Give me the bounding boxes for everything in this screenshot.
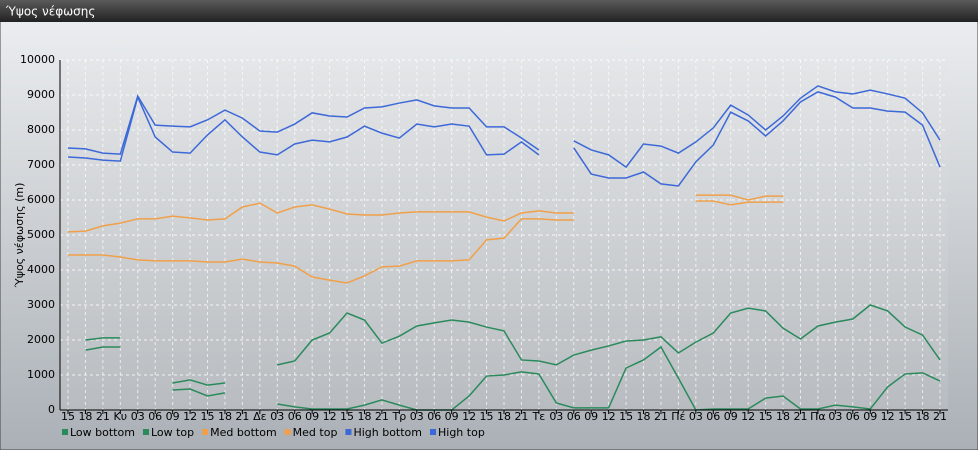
legend-label: Med top [293, 426, 338, 439]
x-tick-label: 21 [514, 410, 528, 423]
x-tick-label: Τρ [392, 410, 407, 423]
x-tick-label: 12 [462, 410, 476, 423]
x-tick-label: 15 [759, 410, 773, 423]
x-tick-label: Δε [253, 410, 267, 423]
y-tick-label: 3000 [27, 298, 55, 311]
legend-label: High top [438, 426, 485, 439]
x-tick-label: 06 [846, 410, 860, 423]
x-tick-label: 03 [270, 410, 284, 423]
x-tick-label: 21 [933, 410, 947, 423]
x-tick-label: 09 [584, 410, 598, 423]
legend-swatch [430, 429, 436, 435]
x-tick-label: 15 [340, 410, 354, 423]
y-tick-label: 2000 [27, 333, 55, 346]
legend-swatch [142, 429, 149, 435]
legend-label: Med bottom [210, 426, 277, 439]
x-tick-label: Πέ [671, 410, 685, 423]
x-tick-label: 18 [776, 410, 790, 423]
x-tick-label: 03 [410, 410, 424, 423]
series-line [67, 91, 941, 187]
series-line [85, 345, 941, 411]
legend-swatch [202, 429, 209, 435]
x-tick-label: 03 [131, 410, 145, 423]
window-title: Ύψος νέφωσης [5, 5, 95, 19]
x-tick-label: Τε [532, 410, 546, 423]
x-tick-label: 06 [706, 410, 720, 423]
x-tick-label: 12 [183, 410, 197, 423]
x-tick-label: 15 [480, 410, 494, 423]
x-tick-label: 09 [445, 410, 459, 423]
x-tick-label: 18 [218, 410, 232, 423]
series-line [68, 200, 784, 284]
series-line [85, 304, 941, 386]
x-tick-label: 03 [689, 410, 703, 423]
x-tick-label: 09 [166, 410, 180, 423]
x-tick-label: 12 [602, 410, 616, 423]
y-tick-label: 10000 [20, 53, 55, 66]
y-tick-label: 1000 [27, 368, 55, 381]
x-tick-label: 09 [305, 410, 319, 423]
y-axis-label: Ύψος νέφωσης (m) [13, 183, 26, 289]
y-tick-label: 4000 [27, 263, 55, 276]
x-tick-label: 21 [235, 410, 249, 423]
x-tick-label: 18 [497, 410, 511, 423]
y-tick-label: 0 [48, 403, 55, 416]
x-tick-label: 21 [96, 410, 110, 423]
y-tick-label: 6000 [27, 193, 55, 206]
x-tick-label: 18 [637, 410, 651, 423]
x-tick-label: 21 [375, 410, 389, 423]
x-tick-label: 18 [357, 410, 371, 423]
x-tick-label: Πα [810, 410, 826, 423]
legend-label: Low top [151, 426, 194, 439]
x-tick-label: 18 [916, 410, 930, 423]
x-tick-label: Κυ [114, 410, 128, 423]
x-tick-label: 03 [549, 410, 563, 423]
x-tick-label: 09 [724, 410, 738, 423]
x-tick-label: 18 [78, 410, 92, 423]
legend-label: Low bottom [70, 426, 135, 439]
x-tick-label: 06 [148, 410, 162, 423]
x-tick-label: 15 [898, 410, 912, 423]
title-bar [0, 0, 978, 22]
x-tick-label: 12 [741, 410, 755, 423]
x-tick-label: 21 [793, 410, 807, 423]
y-tick-label: 9000 [27, 88, 55, 101]
series-line [67, 194, 784, 233]
series-line [67, 85, 941, 169]
x-tick-label: 06 [567, 410, 581, 423]
y-tick-label: 5000 [27, 228, 55, 241]
x-tick-label: 09 [863, 410, 877, 423]
y-tick-label: 7000 [27, 158, 55, 171]
x-tick-label: 15 [201, 410, 215, 423]
legend-label: High bottom [353, 426, 422, 439]
legend-swatch [284, 429, 291, 435]
x-tick-label: 15 [61, 410, 75, 423]
legend-swatch [345, 429, 352, 435]
legend-swatch [62, 429, 68, 435]
y-tick-label: 8000 [27, 123, 55, 136]
x-tick-label: 15 [619, 410, 633, 423]
x-tick-label: 21 [654, 410, 668, 423]
x-tick-label: 06 [288, 410, 302, 423]
x-tick-label: 06 [427, 410, 441, 423]
x-tick-label: 03 [828, 410, 842, 423]
x-tick-label: 12 [881, 410, 895, 423]
x-tick-label: 12 [323, 410, 337, 423]
